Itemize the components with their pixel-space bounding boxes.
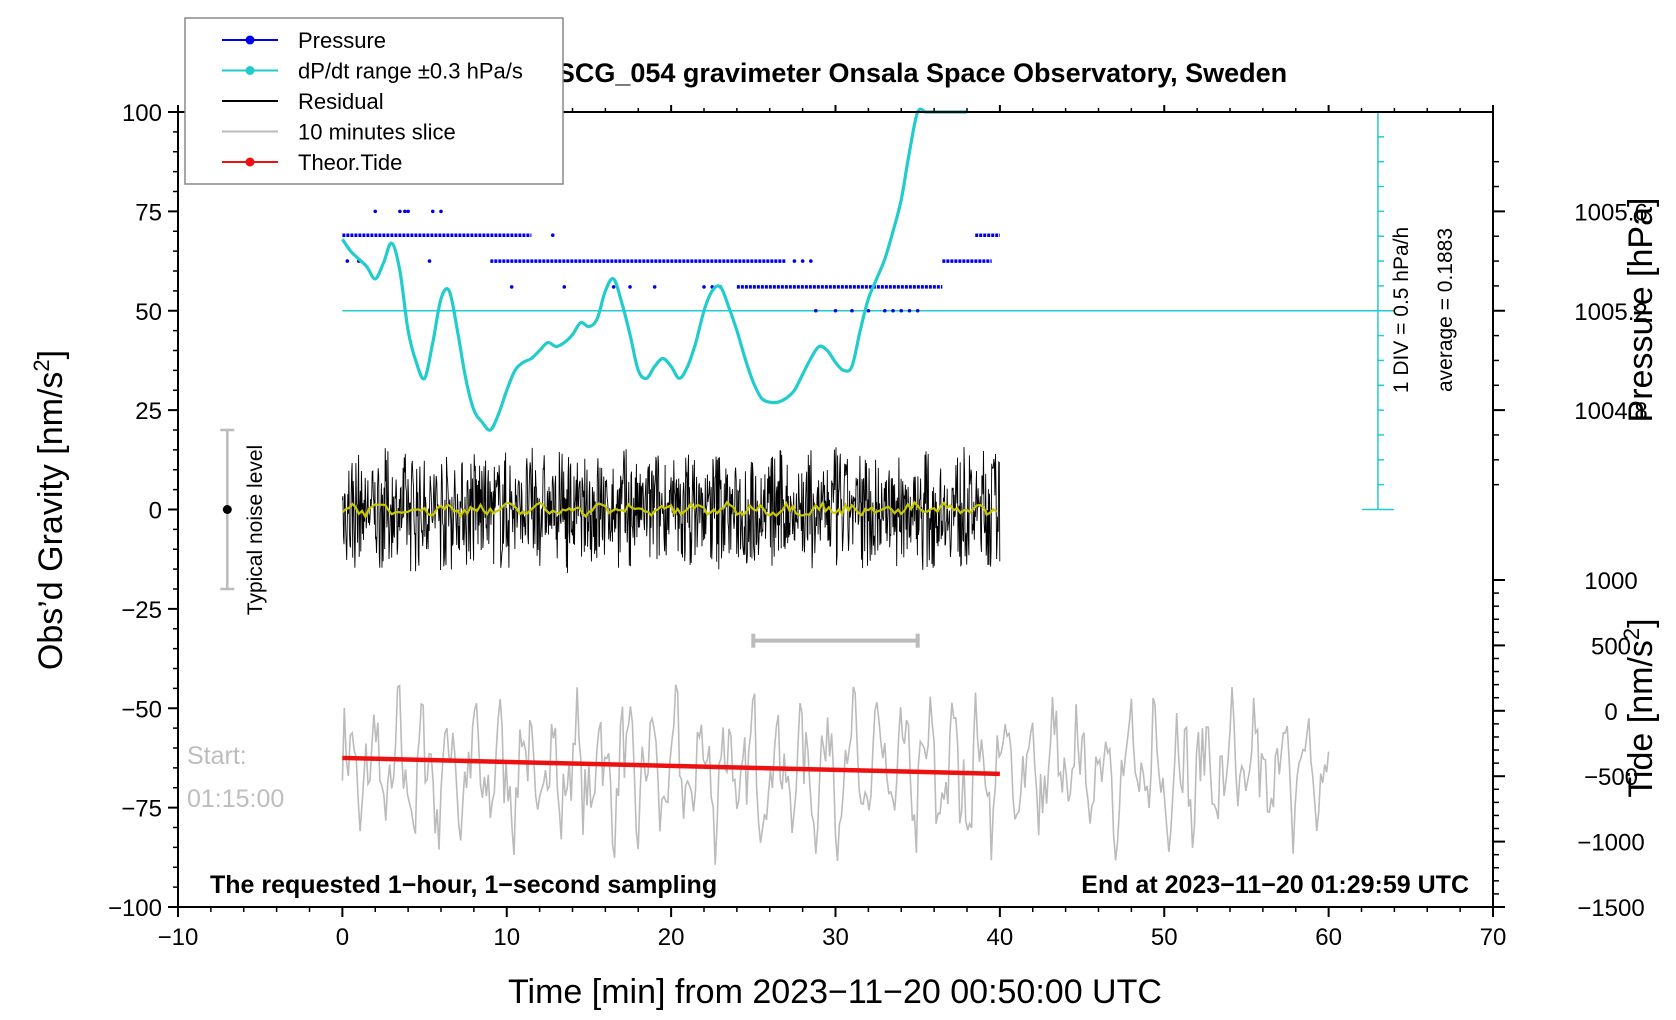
start-label: Start: <box>187 742 247 770</box>
legend-label: 10 minutes slice <box>298 120 456 145</box>
pressure-tick-label: 1005.2 <box>1574 299 1647 326</box>
pressure-point <box>792 259 797 263</box>
legend-swatch-marker <box>245 66 255 75</box>
pressure-point <box>430 209 435 214</box>
legend-label: Pressure <box>298 28 386 53</box>
pressure-point <box>509 285 514 289</box>
y-tick-label: 50 <box>135 299 162 326</box>
x-tick-label: 70 <box>1480 924 1507 951</box>
tide-tick-label: 1000 <box>1584 568 1637 595</box>
legend-swatch-marker <box>245 35 255 45</box>
y-axis-title: Obs’d Gravity [nm/s2] <box>29 350 70 670</box>
pressure-point <box>915 308 920 313</box>
pressure-point <box>883 308 887 313</box>
y-tick-label: 25 <box>135 398 162 425</box>
pressure-scale-div-label: 1 DIV = 0.5 hPa/h <box>1390 227 1413 393</box>
y-tick-label: 100 <box>122 100 162 127</box>
pressure-point <box>866 308 871 313</box>
pressure-point <box>833 308 838 313</box>
pressure-point <box>550 233 555 238</box>
pressure-point <box>652 285 657 289</box>
residual-smoothed-line <box>341 500 998 520</box>
pressure-point <box>406 209 410 214</box>
pressure-point <box>611 285 616 289</box>
pressure-point <box>628 285 632 289</box>
legend: Pressure dP/dt range ±0.3 hPa/s Residual 10… <box>184 17 564 185</box>
x-axis-title: Time [min] from 2023−11−20 00:50:00 UTC <box>508 973 1162 1011</box>
pressure-point <box>899 308 904 313</box>
pressure-scale-average-label: average = 0.1883 <box>1434 228 1457 392</box>
pressure-point <box>373 209 378 214</box>
y-tick-label: 75 <box>135 199 162 226</box>
y-axis-title-end: ] <box>32 350 70 359</box>
x-tick-label: 60 <box>1315 924 1342 951</box>
x-tick-label: 50 <box>1151 924 1178 951</box>
plot-layer <box>220 107 1395 865</box>
pressure-tick-label: 1005.6 <box>1574 199 1647 226</box>
pressure-point <box>439 209 443 214</box>
noise-bar-center <box>222 505 232 514</box>
pressure-tick-label: 1004.8 <box>1574 398 1647 425</box>
pressure-point <box>403 209 407 214</box>
legend-label: Residual <box>298 89 384 114</box>
sampling-note: The requested 1−hour, 1−second sampling <box>210 871 717 899</box>
tide-axis-title-main: Tide [nm/s <box>1622 640 1660 797</box>
legend-swatch-marker <box>245 157 255 167</box>
y-tick-label: −75 <box>121 796 162 823</box>
y-axis-title-sup: 2 <box>29 359 54 371</box>
legend-label: dP/dt range ±0.3 hPa/s <box>298 59 523 84</box>
tide-axis-title-sup: 2 <box>1619 628 1644 640</box>
tide-tick-label: −1000 <box>1577 830 1644 857</box>
pressure-point <box>398 209 402 214</box>
y-tick-label: 0 <box>149 498 162 525</box>
tide-tick-label: 500 <box>1591 633 1631 660</box>
pressure-point <box>907 308 912 313</box>
x-tick-label: 10 <box>493 924 520 951</box>
y-tick-label: −25 <box>121 597 162 624</box>
y-tick-label: −50 <box>121 696 162 723</box>
slice-series-line <box>341 684 1330 865</box>
pressure-point <box>813 308 818 313</box>
y-axis-title-main: Obs’d Gravity [nm/s <box>32 372 70 671</box>
x-tick-label: 30 <box>822 924 849 951</box>
x-tick-label: 20 <box>658 924 685 951</box>
x-tick-label: 0 <box>336 924 349 951</box>
pressure-point <box>427 259 432 263</box>
y-tick-label: −100 <box>108 895 162 922</box>
x-tick-label: −10 <box>158 924 199 951</box>
legend-label: Theor.Tide <box>298 150 402 175</box>
tide-axis-title: Tide [nm/s2] <box>1619 618 1660 797</box>
pressure-axis-title: Pressure [hPa] <box>1622 198 1660 423</box>
tide-axis-title-end: ] <box>1622 618 1660 627</box>
chart-title: SCG_054 gravimeter Onsala Space Observat… <box>557 58 1287 88</box>
x-tick-label: 40 <box>987 924 1014 951</box>
pressure-point <box>702 285 706 289</box>
axis-layer: −10 0 10 20 30 40 50 60 701007550250−25−50−75−10… <box>108 100 1648 951</box>
end-time-note: End at 2023−11−20 01:29:59 UTC <box>1081 871 1469 899</box>
start-time-label: 01:15:00 <box>187 785 284 813</box>
tide-tick-label: 0 <box>1604 699 1617 726</box>
pressure-point <box>850 308 854 313</box>
pressure-point <box>809 259 813 263</box>
tide-series-line <box>342 755 1000 777</box>
tide-tick-label: −1500 <box>1577 895 1644 922</box>
residual-series-line <box>341 447 1001 573</box>
dpdt-series-line <box>341 107 967 432</box>
noise-level-label: Typical noise level <box>244 445 267 615</box>
tide-tick-label: −500 <box>1584 764 1638 791</box>
pressure-point <box>562 285 567 289</box>
pressure-point <box>800 259 805 263</box>
pressure-point <box>891 308 895 313</box>
pressure-point <box>345 259 350 263</box>
